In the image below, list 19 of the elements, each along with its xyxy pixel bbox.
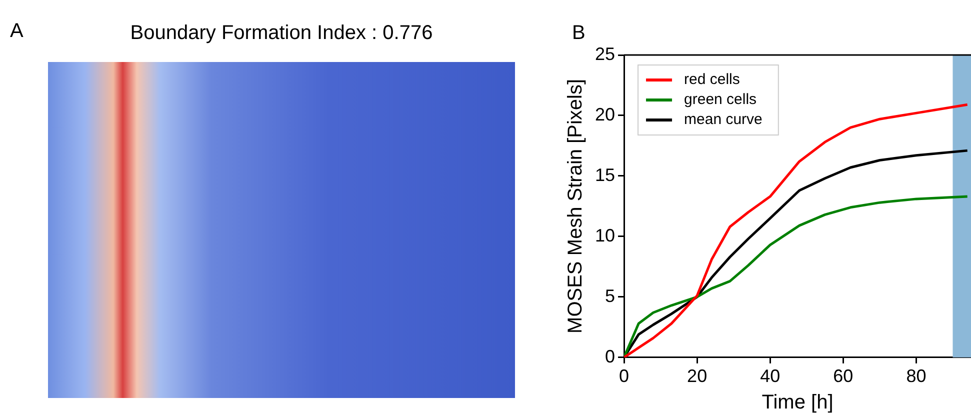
x-tick-label: 40 <box>760 366 780 386</box>
text: B <box>572 22 586 45</box>
legend-label: green cells <box>684 91 757 108</box>
y-tick-label: 25 <box>594 44 616 64</box>
x-tick-label: 20 <box>687 366 708 386</box>
y-tick-label: 0 <box>605 346 616 366</box>
text: Boundary Formation Index : 0.776 <box>129 22 434 45</box>
legend-label: mean curve <box>684 111 762 128</box>
y-tick-label: 5 <box>605 286 616 306</box>
y-tick-label: 20 <box>594 104 616 124</box>
x-axis-title: Time [h] <box>762 392 834 414</box>
y-tick-label: 10 <box>594 225 616 246</box>
x-tick-label: 80 <box>906 366 926 386</box>
x-tick-label: 0 <box>619 366 630 386</box>
x-tick-label: 60 <box>833 366 854 386</box>
text: A <box>10 20 24 43</box>
y-axis-title: MOSES Mesh Strain [Pixels] <box>564 78 587 334</box>
y-tick-label: 15 <box>594 164 616 185</box>
legend-label: red cells <box>684 71 740 88</box>
